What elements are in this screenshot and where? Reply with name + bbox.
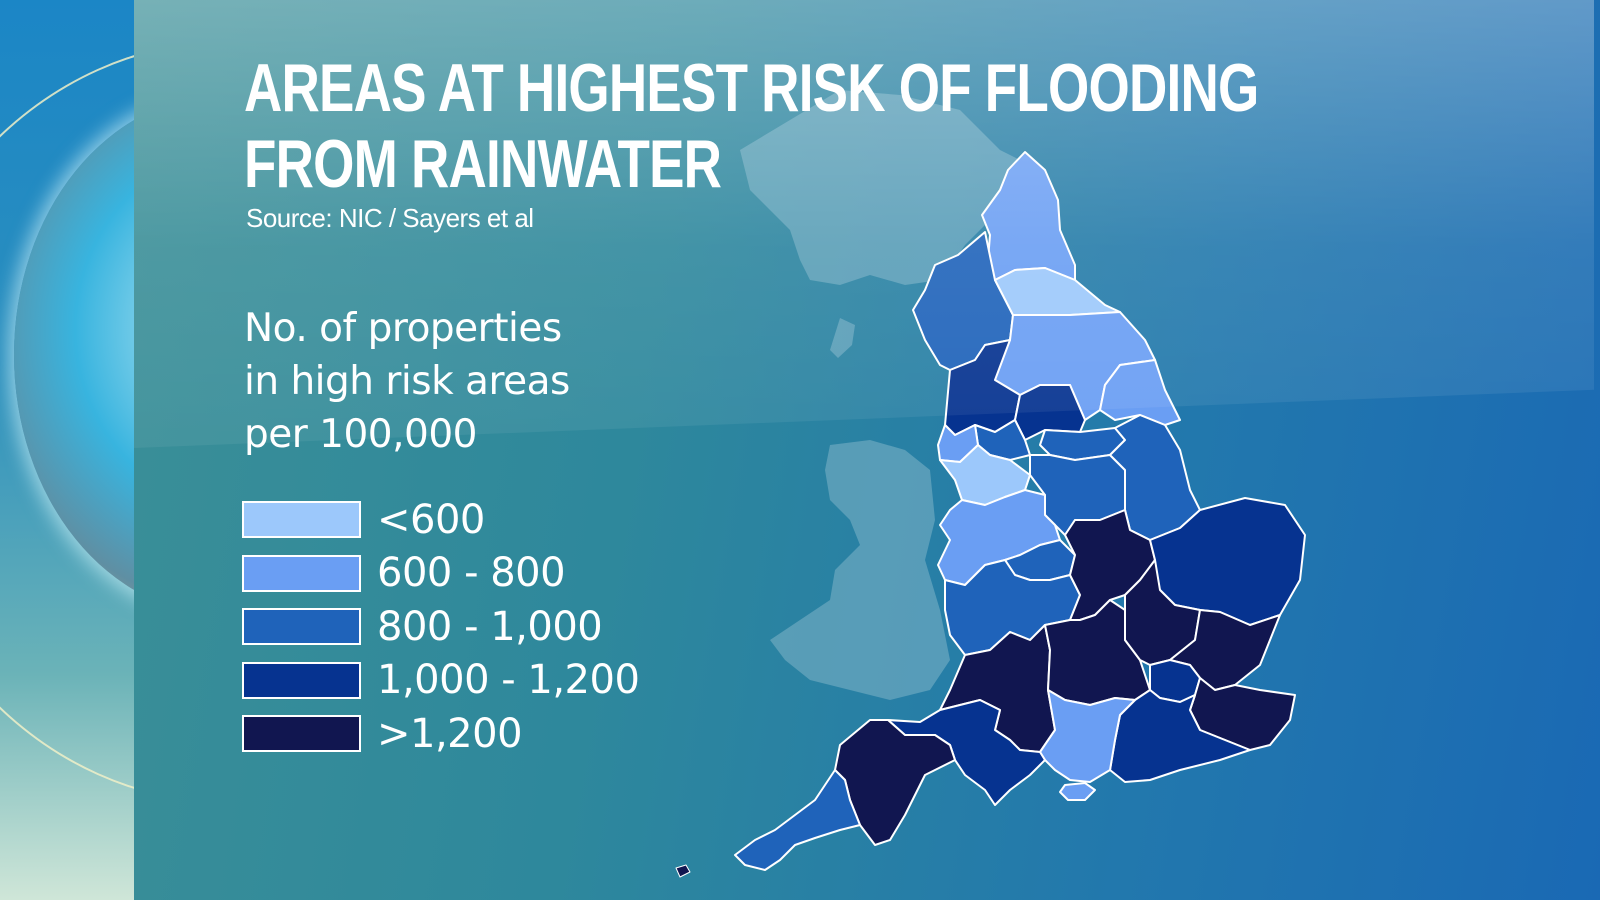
legend-swatch — [242, 554, 361, 592]
title-line-2: FROM RAINWATER — [244, 126, 722, 202]
legend: <600 600 - 800 800 - 1,000 1,000 - 1,200… — [242, 493, 640, 761]
source-caption: Source: NIC / Sayers et al — [246, 203, 534, 233]
legend-label: 800 - 1,000 — [377, 603, 603, 650]
region-isle-of-wight[interactable] — [1059, 782, 1096, 801]
region-isles-of-scilly[interactable] — [675, 864, 691, 878]
title-line-1: AREAS AT HIGHEST RISK OF FLOODING — [244, 50, 1259, 126]
legend-swatch — [242, 608, 361, 646]
legend-swatch — [242, 501, 361, 539]
wales-silhouette — [770, 440, 950, 700]
page-title: AREAS AT HIGHEST RISK OF FLOODING FROM R… — [244, 50, 1259, 202]
legend-item: >1,200 — [242, 707, 639, 761]
legend-item: <600 — [242, 493, 639, 547]
legend-item: 600 - 800 — [242, 547, 639, 601]
legend-item: 800 - 1,000 — [242, 600, 639, 654]
globe-background — [0, 0, 134, 900]
legend-title-line-3: per 100,000 — [244, 412, 477, 457]
glass-overlay — [134, 0, 1594, 448]
legend-swatch — [242, 661, 361, 699]
region-cheshire[interactable] — [939, 444, 1031, 506]
region-hampshire[interactable] — [1039, 689, 1136, 783]
isle-of-man-silhouette — [830, 318, 855, 358]
legend-title-line-1: No. of properties — [244, 306, 562, 351]
legend-label: 600 - 800 — [377, 550, 566, 597]
legend-title: No. of properties in high risk areas per… — [244, 302, 570, 461]
legend-swatch — [242, 715, 361, 753]
legend-label: >1,200 — [377, 710, 523, 757]
region-cornwall[interactable] — [734, 769, 861, 871]
legend-item: 1,000 - 1,200 — [242, 654, 640, 708]
legend-label: <600 — [377, 496, 485, 543]
scotland-silhouette — [740, 90, 1020, 285]
legend-label: 1,000 - 1,200 — [377, 657, 640, 704]
legend-title-line-2: in high risk areas — [244, 359, 570, 404]
